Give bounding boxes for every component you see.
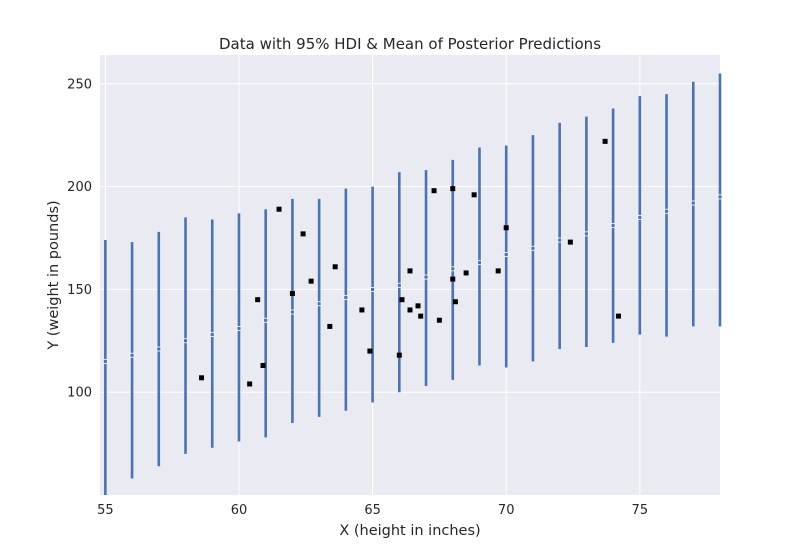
hdi-mean-marker — [450, 266, 456, 272]
hdi-mean-marker — [156, 346, 162, 352]
hdi-mean-marker — [690, 200, 696, 206]
data-point — [332, 264, 338, 270]
tick-labels: 55 60 65 70 75 100 150 200 250 — [67, 77, 648, 518]
data-point — [471, 192, 477, 198]
data-point — [399, 297, 405, 303]
data-point — [450, 186, 456, 192]
hdi-mean-marker — [717, 194, 723, 200]
y-tick-label: 250 — [67, 77, 92, 92]
data-point — [615, 313, 621, 319]
data-point — [327, 323, 333, 329]
hdi-mean-marker — [129, 352, 135, 358]
y-tick-label: 150 — [67, 283, 92, 298]
data-points — [199, 138, 621, 387]
x-tick-label: 70 — [498, 503, 515, 518]
data-point — [199, 375, 205, 381]
hdi-mean-marker — [610, 223, 616, 229]
data-point — [503, 225, 509, 231]
data-point — [450, 276, 456, 282]
hdi-mean-marker — [664, 208, 669, 214]
hdi-mean-marker — [236, 326, 242, 331]
data-point — [247, 381, 253, 387]
data-point — [260, 362, 266, 368]
data-point — [289, 291, 295, 297]
plot-area — [100, 55, 720, 495]
hdi-mean-marker — [637, 215, 643, 220]
data-point — [415, 303, 421, 309]
hdi-mean-marker — [396, 282, 402, 288]
x-tick-label: 75 — [632, 503, 649, 518]
hdi-mean-marker — [102, 358, 108, 364]
x-axis-label: X (height in inches) — [339, 523, 480, 539]
data-point — [359, 307, 365, 313]
data-point — [367, 348, 373, 354]
x-tick-label: 55 — [97, 503, 114, 518]
y-tick-label: 200 — [67, 180, 92, 195]
data-point — [463, 270, 469, 276]
data-point — [436, 317, 442, 323]
hdi-mean-marker — [530, 245, 536, 251]
hdi-mean-marker — [503, 252, 509, 257]
hdi-mean-marker — [583, 231, 589, 237]
data-point — [418, 313, 424, 319]
y-tick-label: 100 — [67, 386, 92, 401]
data-point — [300, 231, 306, 237]
hdi-mean-marker — [290, 309, 295, 315]
hdi-mean-marker — [343, 295, 349, 301]
hdi-series — [102, 73, 723, 495]
hdi-mean-marker — [423, 274, 429, 280]
data-point — [396, 352, 402, 358]
hdi-mean-marker — [370, 286, 375, 292]
x-tick-label: 60 — [231, 503, 248, 518]
hdi-mean-marker — [477, 260, 482, 266]
data-point — [308, 278, 314, 284]
data-point — [255, 297, 261, 303]
data-point — [276, 206, 282, 212]
hdi-mean-marker — [557, 237, 563, 243]
hdi-mean-marker — [263, 317, 269, 323]
data-point — [567, 239, 573, 245]
hdi-mean-marker — [316, 301, 322, 307]
hdi-mean-marker — [183, 338, 188, 344]
data-point — [431, 188, 437, 194]
y-axis-label: Y (weight in pounds) — [46, 200, 62, 350]
data-point — [407, 307, 413, 313]
hdi-mean-marker — [209, 332, 215, 338]
x-tick-label: 65 — [364, 503, 381, 518]
data-point — [407, 268, 413, 274]
chart-title: Data with 95% HDI & Mean of Posterior Pr… — [219, 35, 601, 53]
data-point — [495, 268, 501, 274]
data-point — [602, 138, 608, 144]
data-point — [452, 299, 458, 305]
